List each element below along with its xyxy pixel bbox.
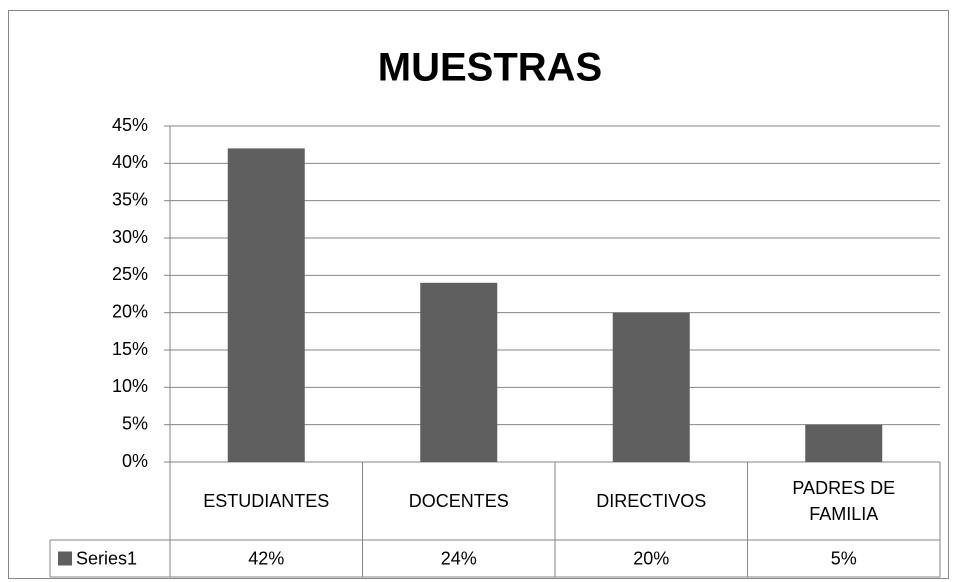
y-tick-label: 15%: [112, 339, 148, 359]
data-table-value: 5%: [831, 548, 857, 568]
y-tick-label: 5%: [122, 413, 148, 433]
chart-title: MUESTRAS: [378, 46, 602, 90]
x-tick-label: PADRES DE FAMILIA: [792, 478, 896, 524]
legend-label: Series1: [76, 548, 137, 568]
bar: [420, 282, 498, 462]
y-tick-label: 20%: [112, 301, 148, 321]
data-table-value: 42%: [248, 548, 284, 568]
bar: [612, 312, 690, 462]
y-tick-label: 35%: [112, 189, 148, 209]
data-table-value: 20%: [633, 548, 669, 568]
y-tick-label: 30%: [112, 227, 148, 247]
y-tick-label: 25%: [112, 264, 148, 284]
bar: [805, 424, 883, 462]
x-tick-label: ESTUDIANTES: [203, 491, 330, 511]
x-tick-label: DOCENTES: [408, 491, 509, 511]
y-tick-label: 45%: [112, 115, 148, 135]
bar: [227, 148, 305, 462]
x-tick-label: DIRECTIVOS: [596, 491, 707, 511]
data-table-value: 24%: [441, 548, 477, 568]
y-tick-label: 40%: [112, 152, 148, 172]
legend-key: [58, 551, 72, 566]
y-tick-label: 0%: [122, 451, 148, 471]
y-tick-label: 10%: [112, 376, 148, 396]
